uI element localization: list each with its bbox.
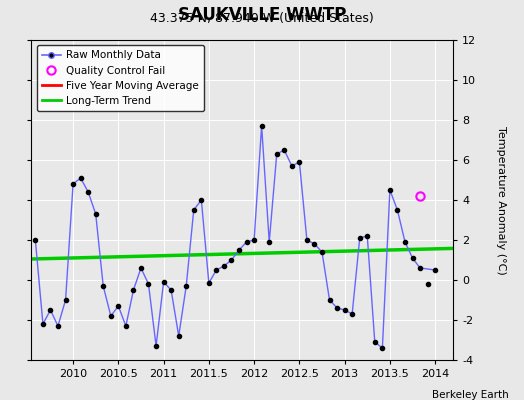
Text: Berkeley Earth: Berkeley Earth	[432, 390, 508, 400]
Text: 43.375 N, 87.940 W (United States): 43.375 N, 87.940 W (United States)	[150, 12, 374, 25]
Y-axis label: Temperature Anomaly (°C): Temperature Anomaly (°C)	[496, 126, 506, 274]
Text: SAUKVILLE WWTP: SAUKVILLE WWTP	[178, 6, 346, 24]
Legend: Raw Monthly Data, Quality Control Fail, Five Year Moving Average, Long-Term Tren: Raw Monthly Data, Quality Control Fail, …	[37, 45, 204, 111]
